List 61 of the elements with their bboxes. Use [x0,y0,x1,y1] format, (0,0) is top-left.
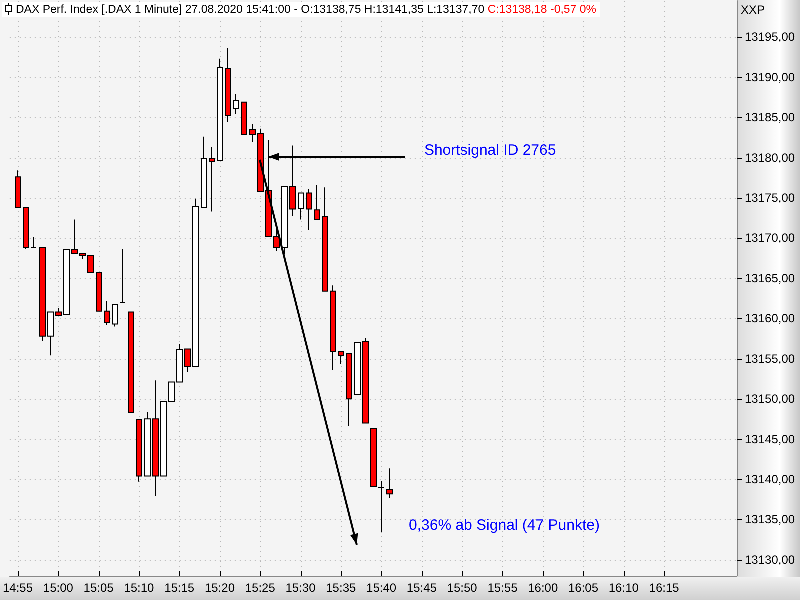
candlestick [104,300,110,326]
x-tick-label: 15:30 [286,581,316,595]
x-tick-label: 15:45 [406,581,438,595]
x-tick-label: 16:10 [608,581,640,595]
x-tick-label: 15:50 [447,581,478,595]
y-tick-label: 13150,00 [745,392,796,406]
chart-title: DAX Perf. Index [.DAX 1 Minute] 27.08.2020 15:41:00 - O:13138,75 H:13141,35 L:13137,70 [16,4,485,16]
candlestick [15,170,21,209]
y-tick-label: 13195,00 [745,30,796,44]
candlestick [225,48,231,123]
candlestick [201,136,207,209]
x-tick-label: 15:35 [326,581,356,595]
candlestick [346,354,352,427]
candlestick [241,102,247,135]
x-tick-label: 15:40 [366,581,397,595]
candlestick [23,207,29,250]
candlestick [314,184,320,220]
y-tick-label: 13155,00 [745,352,796,366]
y-tick-label: 13145,00 [745,432,796,446]
annotation: 0,36% ab Signal (47 Punkte) [409,516,600,534]
chart-subtitle: C:13138,18 -0,57 0% [488,4,597,16]
x-tick-label: 15:00 [43,581,74,595]
candlestick [96,272,102,312]
candlestick [338,351,344,365]
candlestick [112,304,118,328]
y-tick-label: 13180,00 [745,150,796,165]
candlestick [136,419,142,482]
x-tick-label: 16:05 [568,581,599,595]
y-axis-title: XXP [741,3,766,17]
candlestick [386,468,393,498]
y-tick-label: 13170,00 [745,231,796,246]
candlestick [233,94,239,115]
candlestick [298,192,304,220]
x-tick-label: 15:20 [204,581,236,595]
candlestick [120,248,126,304]
candlestick [209,146,215,212]
candlestick [378,480,385,534]
y-tick-label: 13160,00 [745,312,796,326]
candlestick [217,58,223,162]
candlestick [128,312,134,414]
y-tick-label: 13175,00 [745,191,796,206]
x-tick-label: 16:15 [649,581,680,595]
x-tick-label: 15:05 [84,581,114,595]
candlestick [370,428,377,488]
y-tick-label: 13190,00 [745,70,796,84]
x-tick-label: 15:10 [124,581,155,595]
candlestick [330,285,336,371]
x-tick-label: 15:25 [245,581,276,595]
y-tick-label: 13140,00 [745,472,796,486]
y-tick-label: 13130,00 [745,552,796,567]
candlestick [322,187,328,292]
x-tick-label: 15:55 [488,581,518,595]
candlestick [31,236,37,248]
y-tick-label: 13135,00 [745,512,796,527]
y-tick-label: 13165,00 [745,271,796,286]
x-tick-label: 15:15 [164,581,195,595]
annotation: Shortsignal ID 2765 [424,142,556,159]
x-tick-label: 14:55 [3,581,34,595]
x-tick-label: 16:00 [528,581,558,595]
y-tick-label: 13185,00 [745,110,796,125]
candlestick [306,188,312,231]
